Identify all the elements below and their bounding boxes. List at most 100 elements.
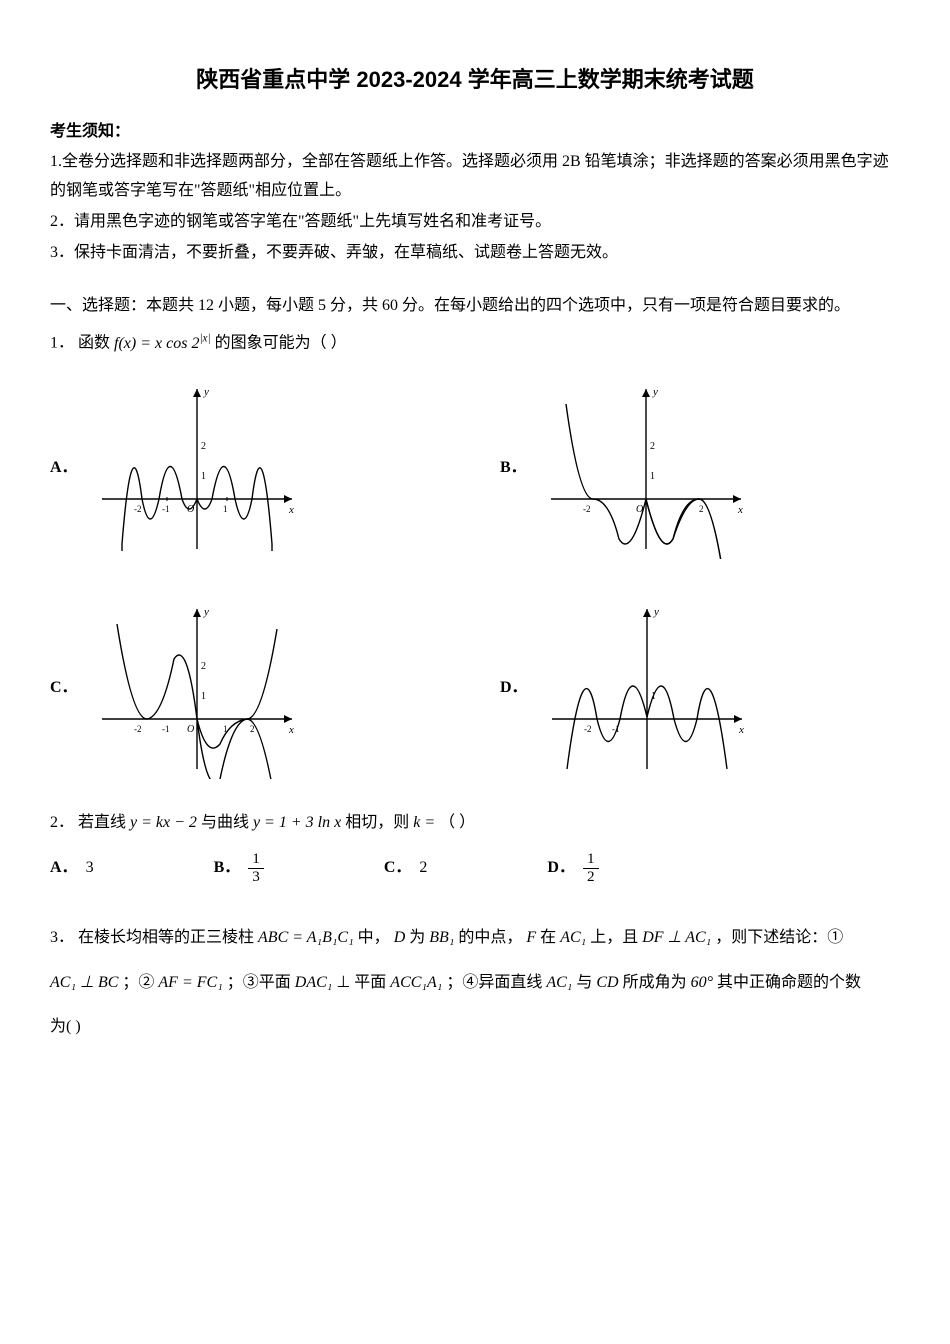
frac-num: 1 — [583, 851, 599, 869]
q3-f13: 60° — [691, 974, 713, 991]
q1-stem: 1． 函数 f(x) = x cos 2|x| 的图象可能为（ ） — [50, 328, 900, 358]
q3-f9: DAC₁ — [295, 974, 333, 991]
option-value-d: 1 2 — [583, 851, 599, 885]
q3-number: 3． — [50, 929, 74, 946]
q3-f5: AC₁ — [560, 929, 586, 946]
part1-heading: 一、选择题：本题共 12 小题，每小题 5 分，共 60 分。在每小题给出的四个… — [50, 292, 900, 321]
q1-number: 1． — [50, 335, 74, 352]
q3-t: 为 — [409, 929, 425, 946]
q3-t: 中， — [358, 929, 390, 946]
q3-f12: CD — [596, 974, 618, 991]
svg-text:-2: -2 — [583, 504, 591, 514]
q3-f3: BB₁ — [429, 929, 454, 946]
q2-stem-mid: 与曲线 — [201, 814, 249, 831]
q1-option-a: A． x y 1 2 O -1 1 -2 — [50, 379, 400, 559]
frac-num: 1 — [248, 851, 264, 869]
option-value-a: 3 — [86, 854, 94, 883]
option-label-d: D． — [547, 854, 575, 883]
q2-line-formula: y = kx − 2 — [130, 814, 197, 831]
svg-text:y: y — [203, 386, 209, 398]
q1-option-d: D． x y 1 -2 -1 — [500, 599, 850, 779]
q3-f6: DF ⊥ AC₁ — [642, 929, 711, 946]
q3-f1: ABC = A₁B₁C₁ — [258, 929, 354, 946]
svg-text:x: x — [288, 504, 294, 516]
plot-c: x y 1 2 O -2 -1 1 2 — [92, 599, 302, 779]
question-1: 1． 函数 f(x) = x cos 2|x| 的图象可能为（ ） A． x y… — [50, 328, 900, 778]
q2-stem-pre: 若直线 — [78, 814, 126, 831]
svg-text:1: 1 — [201, 471, 206, 482]
q3-t: 在棱长均相等的正三棱柱 — [78, 929, 254, 946]
q2-stem: 2． 若直线 y = kx − 2 与曲线 y = 1 + 3 ln x 相切，… — [50, 809, 900, 838]
q3-f2: D — [394, 929, 406, 946]
svg-text:-1: -1 — [162, 724, 170, 734]
option-label-c: C． — [384, 854, 412, 883]
svg-text:x: x — [738, 724, 744, 736]
q3-t: 所成角为 — [623, 974, 687, 991]
q2-k: k = — [413, 814, 435, 831]
q3-t: 在 — [540, 929, 556, 946]
svg-text:O: O — [187, 724, 194, 735]
svg-text:y: y — [652, 386, 658, 398]
instructions-heading: 考生须知： — [50, 118, 900, 147]
q1-exponent: |x| — [199, 332, 210, 344]
svg-text:-2: -2 — [134, 724, 142, 734]
q3-line2: AC₁ ⊥ BC ；② AF = FC₁ ；③平面 DAC₁ ⊥ 平面 ACC₁… — [50, 961, 900, 1006]
q3-line3: 为( ) — [50, 1005, 900, 1050]
q2-stem-end: （ ） — [439, 814, 475, 831]
q3-f8: AF = FC₁ — [158, 974, 222, 991]
q3-f11: AC₁ — [546, 974, 572, 991]
q1-option-b: B． x y 1 2 O -2 2 — [500, 379, 850, 559]
exam-title: 陕西省重点中学 2023-2024 学年高三上数学期末统考试题 — [50, 60, 900, 100]
svg-text:x: x — [737, 504, 743, 516]
svg-text:2: 2 — [201, 441, 206, 452]
q3-t: 其中正确命题的个数 — [717, 974, 861, 991]
frac-den: 3 — [248, 869, 264, 886]
q1-formula: f(x) = x cos 2|x| — [114, 335, 215, 352]
svg-text:1: 1 — [650, 471, 655, 482]
q3-t: 的中点， — [458, 929, 522, 946]
q2-stem-post: 相切，则 — [345, 814, 409, 831]
svg-text:2: 2 — [201, 661, 206, 672]
frac-den: 2 — [583, 869, 599, 886]
q3-line1: 3． 在棱长均相等的正三棱柱 ABC = A₁B₁C₁ 中， D 为 BB₁ 的… — [50, 916, 900, 961]
instructions-block: 考生须知： 1.全卷分选择题和非选择题两部分，全部在答题纸上作答。选择题必须用 … — [50, 118, 900, 268]
instruction-item: 2．请用黑色字迹的钢笔或答字笔在"答题纸"上先填写姓名和准考证号。 — [50, 208, 900, 237]
question-2: 2． 若直线 y = kx − 2 与曲线 y = 1 + 3 ln x 相切，… — [50, 809, 900, 886]
q2-option-c: C． 2 — [384, 851, 428, 885]
q1-options: A． x y 1 2 O -1 1 -2 — [50, 379, 900, 779]
q3-t: ⊥ 平面 — [336, 974, 386, 991]
q3-f10: ACC₁A₁ — [390, 974, 442, 991]
svg-text:1: 1 — [201, 691, 206, 702]
q3-t: 上，且 — [590, 929, 638, 946]
svg-text:2: 2 — [250, 724, 255, 734]
q1-option-c: C． x y 1 2 O -2 -1 1 2 — [50, 599, 400, 779]
q2-number: 2． — [50, 814, 74, 831]
option-label-d: D． — [500, 674, 528, 703]
svg-text:1: 1 — [223, 504, 228, 514]
svg-text:-2: -2 — [584, 724, 592, 734]
svg-text:-1: -1 — [162, 504, 170, 514]
option-label-b: B． — [500, 454, 527, 483]
svg-text:x: x — [288, 724, 294, 736]
option-value-c: 2 — [419, 854, 427, 883]
svg-text:-2: -2 — [134, 504, 142, 514]
option-label-a: A． — [50, 854, 78, 883]
plot-a: x y 1 2 O -1 1 -2 — [92, 379, 302, 559]
q2-option-a: A． 3 — [50, 851, 94, 885]
q2-options: A． 3 B． 1 3 C． 2 D． 1 2 — [50, 851, 900, 885]
q2-curve-formula: y = 1 + 3 ln x — [253, 814, 341, 831]
option-label-a: A． — [50, 454, 78, 483]
instruction-item: 1.全卷分选择题和非选择题两部分，全部在答题纸上作答。选择题必须用 2B 铅笔填… — [50, 148, 900, 206]
q3-t: ；② — [122, 974, 154, 991]
q3-t: ；③平面 — [227, 974, 291, 991]
option-label-b: B． — [214, 854, 241, 883]
q3-f7: AC₁ ⊥ BC — [50, 974, 118, 991]
plot-b: x y 1 2 O -2 2 — [541, 379, 751, 559]
q2-option-d: D． 1 2 — [547, 851, 598, 885]
option-label-c: C． — [50, 674, 78, 703]
plot-d: x y 1 -2 -1 — [542, 599, 752, 779]
q1-stem-post: 的图象可能为（ ） — [215, 335, 347, 352]
q2-option-b: B． 1 3 — [214, 851, 264, 885]
q3-t: ，则下述结论：① — [715, 929, 843, 946]
q1-stem-pre: 函数 — [78, 335, 110, 352]
